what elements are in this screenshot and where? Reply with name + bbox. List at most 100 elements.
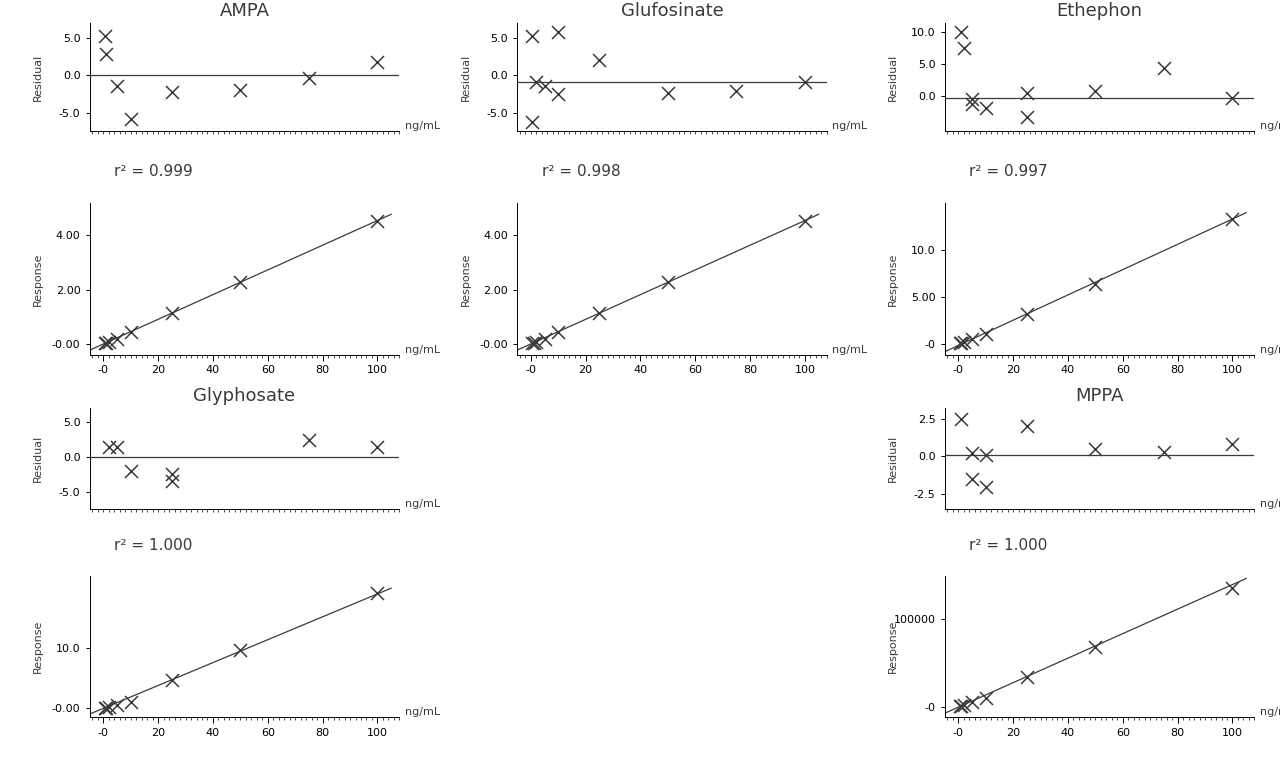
Point (534, 333, 554, 345)
Point (950, 337, 970, 349)
Point (230, 644, 251, 656)
Text: r² = 0.999: r² = 0.999 (114, 163, 193, 179)
Point (1016, 111, 1037, 123)
Y-axis label: Response: Response (461, 253, 471, 305)
Title: Glyphosate: Glyphosate (193, 388, 296, 405)
Point (99, 440, 119, 452)
Point (161, 468, 182, 481)
Text: ng/mL: ng/mL (404, 345, 440, 355)
Title: Glufosinate: Glufosinate (621, 2, 723, 20)
Point (658, 87, 678, 99)
Point (230, 84, 251, 96)
Point (161, 85, 182, 98)
Point (951, 700, 972, 712)
Title: AMPA: AMPA (219, 2, 270, 20)
Title: MPPA: MPPA (1075, 388, 1124, 405)
Point (961, 98, 982, 110)
Point (106, 699, 127, 711)
Point (120, 326, 141, 338)
Point (522, 337, 543, 349)
Point (526, 336, 547, 348)
Point (95, 337, 115, 349)
Point (726, 85, 746, 97)
Text: ng/mL: ng/mL (1260, 707, 1280, 717)
Point (961, 93, 982, 105)
Y-axis label: Residual: Residual (33, 53, 44, 101)
Point (961, 696, 982, 708)
Point (230, 276, 251, 288)
Point (367, 214, 388, 227)
Point (1016, 87, 1037, 99)
Point (298, 433, 319, 446)
Text: ng/mL: ng/mL (832, 345, 868, 355)
Point (954, 699, 974, 711)
Point (548, 26, 568, 38)
Point (99, 336, 119, 348)
Point (522, 115, 543, 127)
Point (95, 30, 115, 42)
Point (975, 328, 996, 340)
Text: r² = 1.000: r² = 1.000 (969, 538, 1048, 553)
Point (795, 76, 815, 88)
Point (658, 276, 678, 288)
Text: r² = 1.000: r² = 1.000 (114, 538, 193, 553)
Point (106, 440, 127, 452)
Point (367, 587, 388, 599)
Point (1016, 308, 1037, 320)
Point (96, 336, 116, 349)
Point (161, 475, 182, 488)
Y-axis label: Response: Response (888, 253, 899, 305)
Point (975, 101, 996, 114)
Point (120, 696, 141, 708)
Point (795, 214, 815, 227)
Point (534, 80, 554, 92)
Point (1085, 85, 1106, 97)
Point (975, 449, 996, 461)
Point (1085, 443, 1106, 455)
Y-axis label: Response: Response (33, 253, 44, 305)
Y-axis label: Residual: Residual (888, 435, 899, 482)
Y-axis label: Response: Response (33, 620, 44, 673)
Text: ng/mL: ng/mL (404, 707, 440, 717)
Point (367, 440, 388, 452)
Y-axis label: Response: Response (888, 620, 899, 673)
Point (1153, 62, 1174, 74)
Point (298, 72, 319, 85)
Point (120, 465, 141, 477)
Point (99, 701, 119, 713)
Point (589, 53, 609, 66)
Point (954, 42, 974, 54)
Text: ng/mL: ng/mL (1260, 499, 1280, 509)
Point (522, 31, 543, 43)
Point (951, 413, 972, 425)
Point (161, 307, 182, 319)
Point (1085, 641, 1106, 653)
Y-axis label: Residual: Residual (33, 435, 44, 482)
Point (1016, 420, 1037, 433)
Point (951, 27, 972, 39)
Title: Ethephon: Ethephon (1056, 2, 1143, 20)
Point (961, 447, 982, 459)
Point (95, 702, 115, 714)
Text: ng/mL: ng/mL (1260, 121, 1280, 131)
Point (954, 336, 974, 348)
Point (161, 674, 182, 686)
Text: ng/mL: ng/mL (404, 121, 440, 131)
Point (526, 76, 547, 88)
Point (548, 326, 568, 338)
Point (589, 307, 609, 319)
Text: ng/mL: ng/mL (1260, 345, 1280, 355)
Point (1222, 438, 1243, 450)
Text: ng/mL: ng/mL (404, 499, 440, 509)
Y-axis label: Residual: Residual (888, 53, 899, 101)
Point (524, 336, 544, 349)
Point (1153, 446, 1174, 458)
Point (975, 481, 996, 493)
Text: ng/mL: ng/mL (832, 121, 868, 131)
Point (120, 112, 141, 124)
Point (96, 48, 116, 60)
Point (106, 80, 127, 92)
Point (1222, 92, 1243, 105)
Text: r² = 0.997: r² = 0.997 (969, 163, 1048, 179)
Point (950, 700, 970, 713)
